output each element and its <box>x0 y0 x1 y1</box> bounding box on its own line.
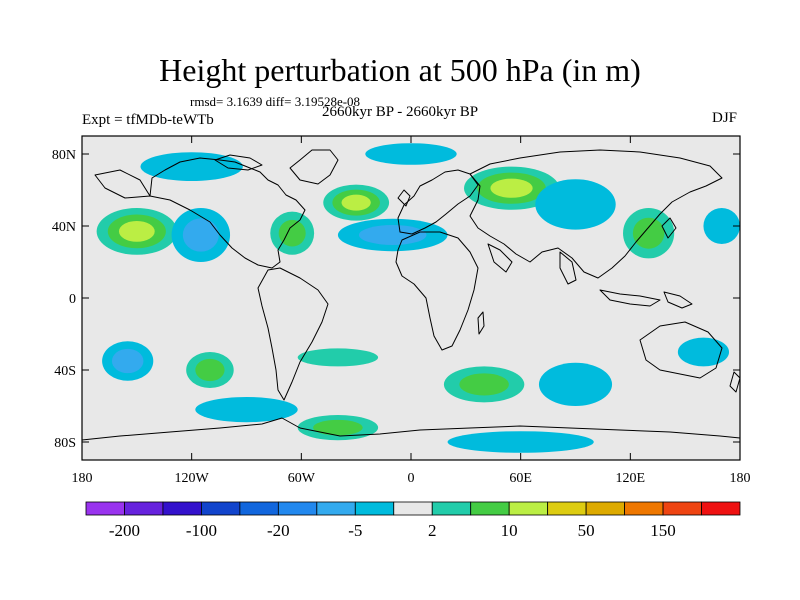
anomaly-contour <box>313 419 363 436</box>
anomaly-contour <box>677 337 730 367</box>
anomaly-contour <box>118 221 155 242</box>
anomaly-contour <box>632 217 665 249</box>
anomaly-contour <box>538 362 613 406</box>
anomaly-contour <box>278 219 306 247</box>
lat-tick-label: 40S <box>54 364 76 379</box>
anomaly-region <box>140 152 243 182</box>
colorbar-box <box>470 501 510 516</box>
anomaly-region <box>270 211 315 255</box>
colorbar-label: 10 <box>501 521 518 540</box>
anomaly-region <box>171 208 231 262</box>
colorbar-box <box>162 501 202 516</box>
anomaly-contour <box>358 225 427 245</box>
anomaly-region <box>538 362 613 406</box>
lon-tick-label: 180 <box>72 471 93 486</box>
anomaly-contour <box>459 373 509 396</box>
colorbar-box <box>585 501 625 516</box>
anomaly-region <box>535 179 616 230</box>
colorbar-box <box>547 501 587 516</box>
anomaly-region <box>337 218 448 252</box>
map-area <box>81 135 741 461</box>
coastlines <box>82 149 740 441</box>
anomaly-contour <box>182 218 219 252</box>
colorbar-box <box>124 501 164 516</box>
colorbar-box <box>316 501 356 516</box>
anomaly-field <box>96 143 740 453</box>
anomaly-contour <box>341 194 371 211</box>
chart-title: Height perturbation at 500 hPa (in m) <box>159 52 641 88</box>
lat-tick-label: 80N <box>52 148 76 163</box>
anomaly-contour <box>490 178 533 198</box>
lon-tick-label: 60W <box>288 471 316 486</box>
colorbar-box <box>85 501 125 516</box>
anomaly-contour <box>535 179 616 230</box>
colorbar-box <box>662 501 702 516</box>
colorbar-label: -5 <box>348 521 362 540</box>
anomaly-region <box>186 352 234 388</box>
lon-tick-label: 120W <box>175 471 210 486</box>
lon-tick-label: 0 <box>408 471 415 486</box>
experiment-label: Expt = tfMDb-teWTb <box>82 112 214 128</box>
longitude-axis: 180 120W 60W 0 60E 120E 180 <box>72 136 751 486</box>
lon-tick-label: 180 <box>730 471 751 486</box>
colorbar: -200 -100 -20 -5 2 10 50 150 <box>85 501 741 540</box>
map-background <box>82 136 740 460</box>
colorbar-label: 50 <box>578 521 595 540</box>
colorbar-label: -200 <box>109 521 140 540</box>
lon-tick-label: 60E <box>509 471 532 486</box>
rmsd-diff-stats: rmsd= 3.1639 diff= 3.19528e-08 <box>190 94 361 109</box>
anomaly-contour <box>365 143 457 165</box>
colorbar-box <box>701 501 741 516</box>
colorbar-box <box>354 501 395 516</box>
anomaly-region <box>297 348 379 367</box>
colorbar-box <box>431 501 472 516</box>
lat-tick-label: 80S <box>54 436 76 451</box>
anomaly-region <box>447 431 594 453</box>
anomaly-contour <box>111 348 144 374</box>
lat-tick-label: 0 <box>69 292 76 307</box>
anomaly-region <box>703 208 740 244</box>
anomaly-region <box>443 366 525 403</box>
colorbar-label: 2 <box>428 521 437 540</box>
anomaly-region <box>102 341 154 381</box>
period-label: 2660kyr BP - 2660kyr BP <box>322 104 479 120</box>
anomaly-contour <box>195 397 298 423</box>
colorbar-label: 150 <box>650 521 676 540</box>
colorbar-box <box>277 501 318 516</box>
colorbar-box <box>201 501 241 516</box>
anomaly-contour <box>195 358 225 382</box>
lat-tick-label: 40N <box>52 220 76 235</box>
colorbar-box <box>508 501 549 516</box>
anomaly-region <box>365 143 457 165</box>
anomaly-region <box>297 415 379 441</box>
anomaly-contour <box>447 431 594 453</box>
colorbar-label: -20 <box>267 521 290 540</box>
lon-tick-label: 120E <box>616 471 646 486</box>
anomaly-region <box>195 397 298 423</box>
colorbar-box <box>239 501 279 516</box>
anomaly-region <box>96 208 178 255</box>
anomaly-region <box>323 184 390 221</box>
colorbar-label: -100 <box>186 521 217 540</box>
anomaly-contour <box>297 348 379 367</box>
latitude-axis: 80N 40N 0 40S 80S <box>52 148 740 451</box>
anomaly-contour <box>703 208 740 244</box>
colorbar-box <box>393 501 433 516</box>
anomaly-region <box>677 337 730 367</box>
anomaly-contour <box>140 152 243 182</box>
colorbar-box <box>624 501 664 516</box>
anomaly-region <box>623 208 675 259</box>
anomaly-region <box>464 166 560 210</box>
season-label: DJF <box>712 110 738 126</box>
